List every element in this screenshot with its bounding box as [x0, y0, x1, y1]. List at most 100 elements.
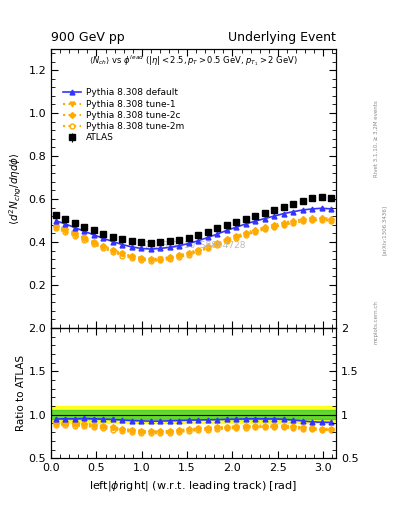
Line: Pythia 8.308 tune-2c: Pythia 8.308 tune-2c: [54, 216, 333, 261]
Pythia 8.308 tune-2c: [272, 222, 277, 228]
Pythia 8.308 tune-2c: [224, 236, 229, 242]
Pythia 8.308 tune-1: [158, 257, 163, 263]
Pythia 8.308 tune-2c: [120, 250, 125, 257]
Pythia 8.308 default: [206, 234, 210, 241]
Pythia 8.308 tune-2c: [243, 230, 248, 236]
Pythia 8.308 tune-2c: [206, 243, 210, 249]
Pythia 8.308 tune-2m: [320, 217, 324, 223]
Pythia 8.308 tune-2m: [253, 229, 257, 235]
Pythia 8.308 default: [101, 235, 106, 241]
Pythia 8.308 tune-2m: [158, 258, 163, 264]
Pythia 8.308 default: [177, 243, 182, 249]
Pythia 8.308 tune-1: [215, 241, 220, 247]
Pythia 8.308 tune-1: [110, 248, 115, 254]
Pythia 8.308 tune-2c: [215, 240, 220, 246]
Pythia 8.308 default: [329, 206, 334, 212]
Pythia 8.308 tune-2c: [196, 247, 201, 253]
Line: Pythia 8.308 default: Pythia 8.308 default: [53, 206, 334, 251]
Pythia 8.308 tune-1: [224, 238, 229, 244]
Text: $\langle N_{ch}\rangle$ vs $\phi^{lead}$ ($|\eta| < 2.5, p_T > 0.5$ GeV, $p_{T_1: $\langle N_{ch}\rangle$ vs $\phi^{lead}$…: [89, 53, 298, 68]
Pythia 8.308 default: [120, 242, 125, 248]
Pythia 8.308 tune-1: [253, 228, 257, 234]
Legend: Pythia 8.308 default, Pythia 8.308 tune-1, Pythia 8.308 tune-2c, Pythia 8.308 tu: Pythia 8.308 default, Pythia 8.308 tune-…: [61, 87, 186, 144]
Text: mcplots.cern.ch: mcplots.cern.ch: [374, 301, 379, 345]
Pythia 8.308 tune-1: [300, 218, 305, 224]
Pythia 8.308 default: [310, 206, 315, 212]
Pythia 8.308 tune-2c: [139, 255, 144, 261]
Pythia 8.308 default: [129, 244, 134, 250]
Pythia 8.308 tune-2m: [291, 220, 296, 226]
Pythia 8.308 tune-2m: [139, 257, 144, 263]
Pythia 8.308 tune-1: [263, 226, 267, 232]
Pythia 8.308 tune-2c: [300, 216, 305, 222]
Pythia 8.308 tune-1: [101, 244, 106, 250]
Pythia 8.308 tune-2c: [110, 247, 115, 253]
Pythia 8.308 tune-2c: [253, 227, 257, 233]
Pythia 8.308 default: [253, 218, 257, 224]
Pythia 8.308 tune-1: [291, 220, 296, 226]
Pythia 8.308 tune-2m: [120, 252, 125, 259]
Pythia 8.308 default: [272, 213, 277, 219]
Y-axis label: Ratio to ATLAS: Ratio to ATLAS: [16, 355, 26, 431]
Pythia 8.308 tune-1: [186, 251, 191, 257]
Pythia 8.308 tune-1: [120, 251, 125, 258]
Pythia 8.308 tune-1: [92, 240, 96, 246]
Pythia 8.308 tune-1: [272, 224, 277, 230]
Pythia 8.308 tune-2m: [149, 258, 153, 264]
Pythia 8.308 tune-2m: [101, 245, 106, 251]
Pythia 8.308 tune-2c: [53, 223, 58, 229]
Pythia 8.308 tune-1: [149, 257, 153, 263]
Pythia 8.308 tune-1: [206, 245, 210, 251]
Pythia 8.308 tune-2m: [82, 237, 86, 243]
Pythia 8.308 default: [63, 221, 68, 227]
Pythia 8.308 tune-2m: [234, 235, 239, 241]
Pythia 8.308 tune-2c: [291, 218, 296, 224]
Pythia 8.308 tune-2m: [129, 255, 134, 261]
Pythia 8.308 tune-2c: [158, 255, 163, 262]
Pythia 8.308 default: [82, 228, 86, 234]
Text: Rivet 3.1.10, ≥ 3.2M events: Rivet 3.1.10, ≥ 3.2M events: [374, 100, 379, 177]
Pythia 8.308 tune-1: [139, 256, 144, 262]
Pythia 8.308 tune-2m: [206, 245, 210, 251]
Pythia 8.308 tune-2m: [224, 238, 229, 244]
Pythia 8.308 tune-1: [310, 217, 315, 223]
Pythia 8.308 tune-1: [329, 218, 334, 224]
Pythia 8.308 default: [281, 210, 286, 217]
Pythia 8.308 tune-2m: [72, 232, 77, 239]
Text: ATLAS_2010_S8894728: ATLAS_2010_S8894728: [141, 240, 246, 249]
Pythia 8.308 tune-2m: [196, 249, 201, 255]
Pythia 8.308 tune-2m: [263, 226, 267, 232]
Pythia 8.308 tune-1: [234, 234, 239, 241]
Pythia 8.308 tune-2m: [167, 256, 172, 262]
Pythia 8.308 tune-2m: [110, 249, 115, 255]
Pythia 8.308 tune-2c: [329, 216, 334, 222]
Pythia 8.308 tune-2m: [92, 241, 96, 247]
Text: 900 GeV pp: 900 GeV pp: [51, 31, 125, 44]
Pythia 8.308 tune-2m: [329, 218, 334, 224]
Pythia 8.308 default: [167, 244, 172, 250]
Pythia 8.308 tune-1: [53, 224, 58, 230]
Pythia 8.308 tune-1: [196, 248, 201, 254]
Pythia 8.308 tune-2c: [72, 230, 77, 236]
Line: Pythia 8.308 tune-2m: Pythia 8.308 tune-2m: [53, 218, 334, 263]
Pythia 8.308 tune-2c: [149, 256, 153, 262]
Pythia 8.308 default: [158, 245, 163, 251]
Pythia 8.308 tune-1: [129, 254, 134, 260]
Pythia 8.308 tune-2c: [82, 234, 86, 240]
Pythia 8.308 tune-1: [167, 255, 172, 261]
Pythia 8.308 tune-1: [63, 228, 68, 234]
Pythia 8.308 tune-1: [82, 236, 86, 242]
Pythia 8.308 tune-2c: [129, 253, 134, 259]
Pythia 8.308 tune-1: [72, 231, 77, 238]
Pythia 8.308 tune-2c: [310, 215, 315, 221]
Pythia 8.308 tune-1: [281, 222, 286, 228]
Line: Pythia 8.308 tune-1: Pythia 8.308 tune-1: [53, 218, 334, 262]
Pythia 8.308 default: [196, 238, 201, 244]
Pythia 8.308 tune-2c: [234, 233, 239, 239]
Pythia 8.308 tune-2c: [101, 243, 106, 249]
Pythia 8.308 default: [300, 207, 305, 213]
X-axis label: left|$\phi$right| (w.r.t. leading track) [rad]: left|$\phi$right| (w.r.t. leading track)…: [90, 479, 298, 493]
Pythia 8.308 default: [224, 227, 229, 233]
Pythia 8.308 tune-2m: [215, 242, 220, 248]
Pythia 8.308 default: [92, 232, 96, 238]
